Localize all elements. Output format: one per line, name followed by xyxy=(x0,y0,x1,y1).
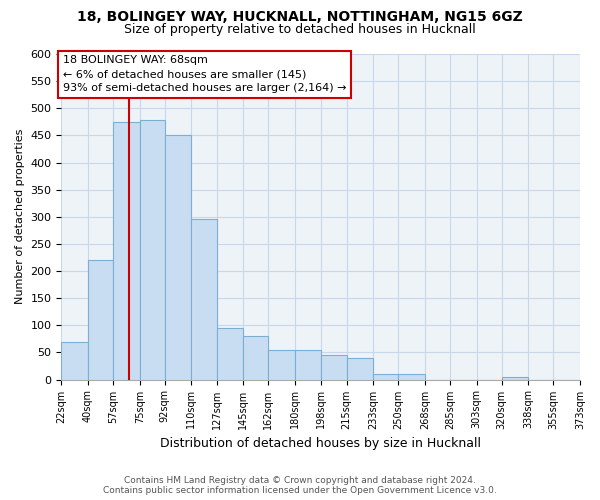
X-axis label: Distribution of detached houses by size in Hucknall: Distribution of detached houses by size … xyxy=(160,437,481,450)
Text: Contains HM Land Registry data © Crown copyright and database right 2024.
Contai: Contains HM Land Registry data © Crown c… xyxy=(103,476,497,495)
Bar xyxy=(295,350,322,380)
Bar xyxy=(165,136,191,380)
Bar xyxy=(140,120,165,380)
Text: Size of property relative to detached houses in Hucknall: Size of property relative to detached ho… xyxy=(124,22,476,36)
Bar xyxy=(322,355,347,380)
Bar xyxy=(268,350,295,380)
Bar xyxy=(88,260,113,380)
Text: 18 BOLINGEY WAY: 68sqm
← 6% of detached houses are smaller (145)
93% of semi-det: 18 BOLINGEY WAY: 68sqm ← 6% of detached … xyxy=(63,55,346,93)
Bar xyxy=(191,220,217,380)
Text: 18, BOLINGEY WAY, HUCKNALL, NOTTINGHAM, NG15 6GZ: 18, BOLINGEY WAY, HUCKNALL, NOTTINGHAM, … xyxy=(77,10,523,24)
Bar xyxy=(373,374,398,380)
Bar xyxy=(347,358,373,380)
Y-axis label: Number of detached properties: Number of detached properties xyxy=(15,129,25,304)
Bar xyxy=(113,122,140,380)
Bar xyxy=(502,377,528,380)
Bar xyxy=(217,328,243,380)
Bar xyxy=(61,342,88,380)
Bar xyxy=(398,374,425,380)
Bar xyxy=(243,336,268,380)
